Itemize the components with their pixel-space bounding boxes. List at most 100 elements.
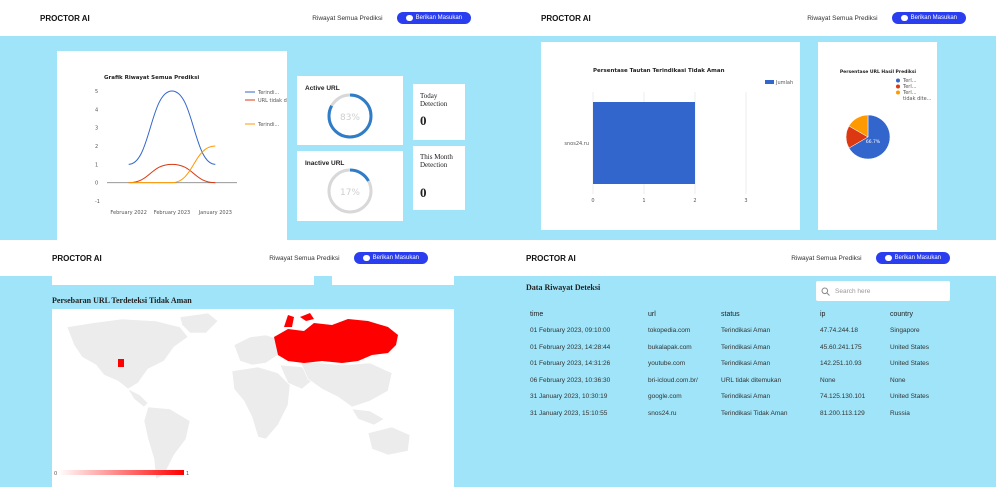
cell-time: 06 February 2023, 10:36:30: [530, 376, 611, 384]
cell-ip: None: [820, 376, 836, 384]
app-logo[interactable]: PROCTOR AI: [526, 253, 576, 263]
x-tick-label: 1: [642, 198, 645, 204]
cell-time: 01 February 2023, 14:31:26: [530, 360, 611, 368]
feedback-button[interactable]: Berikan Masukan: [891, 12, 966, 24]
chat-icon: [405, 15, 413, 21]
column-time[interactable]: time: [530, 310, 544, 318]
bar-legend-swatch: [765, 80, 774, 84]
x-tick-label: 0: [591, 198, 594, 204]
legend-label: Terindi...: [257, 90, 280, 96]
pie-slice: [848, 114, 891, 160]
history-link[interactable]: Riwayat Semua Prediksi: [791, 254, 862, 262]
table-row[interactable]: 06 February 2023, 10:36:30 bri-icloud.com…: [530, 372, 950, 389]
feedback-button[interactable]: Berikan Masukan: [353, 252, 428, 264]
cell-url: tokopedia.com: [648, 327, 691, 335]
feedback-label: Berikan Masukan: [894, 255, 941, 261]
column-country[interactable]: country: [890, 310, 913, 318]
pie-chart-card: Persentase URL Hasil Prediksi 66.7% Terl…: [818, 42, 937, 230]
map-russia-highlight: [274, 319, 398, 363]
cell-ip: 74.125.130.101: [820, 393, 866, 401]
app-logo[interactable]: PROCTOR AI: [40, 13, 90, 23]
inactive-url-gauge: 17%: [327, 168, 373, 214]
column-ip[interactable]: ip: [820, 310, 826, 318]
panel-map: PROCTOR AI Riwayat Semua Prediksi Berika…: [0, 240, 480, 487]
x-tick-label: 3: [744, 198, 747, 204]
history-link[interactable]: Riwayat Semua Prediksi: [269, 254, 340, 262]
map-greenland: [179, 312, 219, 334]
pie-chart: Persentase URL Hasil Prediksi 66.7% Terl…: [840, 69, 932, 160]
table-row[interactable]: 31 January 2023, 10:30:19 google.com Terin…: [530, 389, 950, 406]
cell-status: URL tidak ditemukan: [721, 376, 782, 384]
month-detection-label: This Month Detection: [420, 153, 453, 169]
chart-title: Grafik Riwayat Semua Prediksi: [104, 75, 199, 81]
line-series: [128, 145, 216, 184]
y-tick-label: 1: [95, 162, 98, 168]
top-navbar: PROCTOR AI Riwayat Semua Prediksi Berika…: [480, 240, 996, 276]
today-detection-value: 0: [420, 113, 427, 128]
x-tick-label: January 2023: [198, 210, 232, 216]
map-russia-highlight-west: [118, 359, 124, 367]
legend-swatch: [896, 84, 900, 89]
cell-ip: 142.251.10.93: [820, 360, 862, 368]
chat-icon: [900, 15, 908, 21]
x-tick-label: 2: [693, 198, 696, 204]
pie-slice: [848, 114, 869, 138]
feedback-button[interactable]: Berikan Masukan: [875, 252, 950, 264]
panel-history-table: PROCTOR AI Riwayat Semua Prediksi Berika…: [480, 240, 996, 487]
y-tick-label: 4: [95, 107, 98, 113]
legend-swatch: [896, 90, 900, 95]
top-navbar: PROCTOR AI Riwayat Semua Prediksi Berika…: [0, 0, 511, 36]
active-url-gauge: 83%: [327, 93, 373, 139]
cell-country: United States: [890, 360, 930, 368]
search-placeholder: Search here: [835, 287, 871, 295]
feedback-label: Berikan Masukan: [910, 15, 957, 21]
cell-ip: 45.60.241.175: [820, 343, 862, 351]
table-header-row: time url status ip country: [530, 306, 950, 323]
history-link[interactable]: Riwayat Semua Prediksi: [312, 14, 383, 22]
column-url[interactable]: url: [648, 310, 656, 318]
y-tick-label: snos24.ru: [564, 141, 589, 147]
app-logo[interactable]: PROCTOR AI: [541, 13, 591, 23]
cell-country: None: [890, 376, 906, 384]
line-chart-card: Grafik Riwayat Semua Prediksi -1 0 1 2 3 4 5 Fe…: [57, 51, 306, 240]
map-title: Persebaran URL Terdeteksi Tidak Aman: [52, 296, 192, 305]
cell-url: google.com: [648, 393, 682, 401]
feedback-label: Berikan Masukan: [372, 255, 419, 261]
x-tick-label: February 2022: [110, 210, 146, 216]
today-detection-card: Today Detection 0: [413, 84, 465, 140]
cell-time: 31 January 2023, 10:30:19: [530, 393, 608, 401]
cell-country: Russia: [890, 409, 910, 417]
cell-url: youtube.com: [648, 360, 686, 368]
active-url-card: Active URL 83%: [297, 76, 403, 145]
search-box[interactable]: Search here: [816, 281, 950, 301]
map-russia-highlight-east: [284, 315, 294, 327]
map-north-america: [66, 318, 189, 390]
inactive-url-card: Inactive URL 17%: [297, 151, 403, 221]
top-navbar: PROCTOR AI Riwayat Semua Prediksi Berika…: [0, 240, 480, 276]
cell-status: Terindikasi Aman: [721, 327, 771, 335]
map-africa: [231, 366, 291, 440]
history-link[interactable]: Riwayat Semua Prediksi: [807, 14, 878, 22]
column-status[interactable]: status: [721, 310, 740, 318]
table-row[interactable]: 01 February 2023, 14:31:26 youtube.com Ter…: [530, 356, 950, 373]
detection-card-bottom-edge: [332, 276, 454, 285]
active-url-percent: 83%: [340, 113, 360, 123]
cell-time: 31 January 2023, 15:10:55: [530, 409, 608, 417]
table-row[interactable]: 01 February 2023, 14:28:44 bukalapak.com T…: [530, 339, 950, 356]
table-row[interactable]: 31 January 2023, 15:10:55 snos24.ru Terind…: [530, 405, 950, 422]
bar-chart: Persentase Tautan Terindikasi Tidak Aman…: [564, 68, 793, 204]
panel-charts: PROCTOR AI Riwayat Semua Prediksi Berika…: [511, 0, 996, 240]
line-series: [128, 90, 216, 165]
legend-label: URL tidak ditemu...: [258, 98, 287, 104]
feedback-button[interactable]: Berikan Masukan: [396, 12, 471, 24]
y-tick-label: 0: [95, 181, 98, 187]
map-europe: [233, 334, 279, 366]
line-chart: Grafik Riwayat Semua Prediksi -1 0 1 2 3 4 5 Fe…: [95, 75, 306, 216]
app-logo[interactable]: PROCTOR AI: [52, 253, 102, 263]
map-color-scale: [58, 470, 184, 475]
gauge-fill: [327, 168, 373, 214]
top-navbar: PROCTOR AI Riwayat Semua Prediksi Berika…: [511, 0, 996, 36]
cell-ip: 81.200.113.129: [820, 409, 865, 417]
world-map-card: 0 1: [52, 309, 454, 487]
table-row[interactable]: 01 February 2023, 09:10:00 tokopedia.com T…: [530, 323, 950, 340]
